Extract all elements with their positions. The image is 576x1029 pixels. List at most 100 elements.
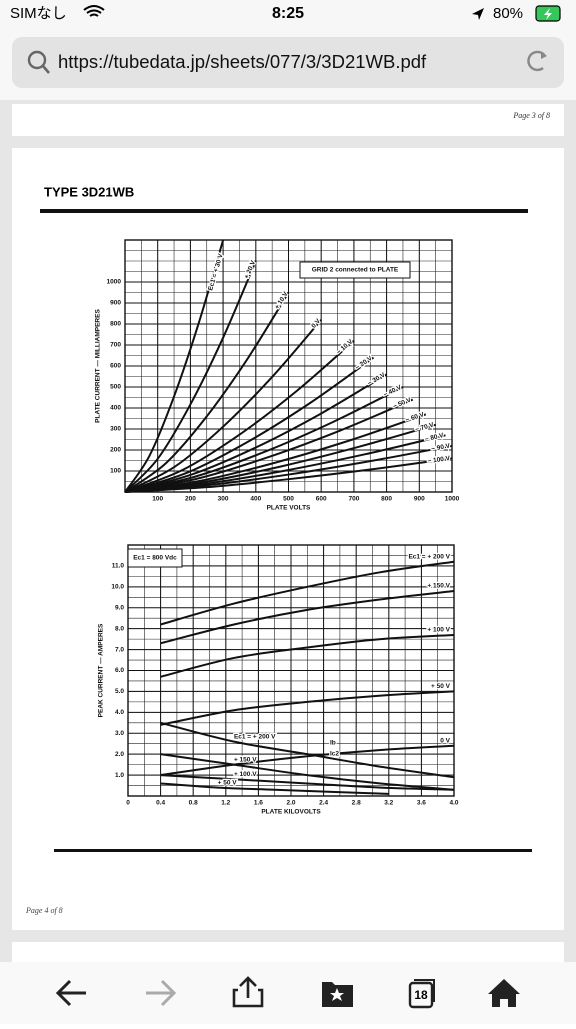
title-rule xyxy=(40,209,528,213)
location-icon xyxy=(472,8,484,20)
y-tick-label: 1000 xyxy=(107,279,122,286)
curve xyxy=(124,260,257,493)
curve xyxy=(160,744,455,777)
page-footer: Page 4 of 8 xyxy=(25,906,63,915)
x-tick-label: 700 xyxy=(348,496,359,503)
x-axis-label: PLATE KILOVOLTS xyxy=(261,809,321,816)
curve xyxy=(160,774,455,791)
y-tick-label: 500 xyxy=(110,384,121,391)
curve xyxy=(124,291,290,493)
y-tick-label: 11.0 xyxy=(112,563,125,570)
y-tick-label: 100 xyxy=(110,468,121,475)
charging-icon xyxy=(544,8,552,20)
toolbar xyxy=(0,962,576,1024)
annotation: GRID 2 connected to PLATE xyxy=(312,267,399,274)
bottom-rule xyxy=(54,849,532,852)
curve xyxy=(160,560,455,626)
x-tick-label: 300 xyxy=(218,496,229,503)
curve-label: Ec1 = + 200 V xyxy=(234,733,276,740)
x-tick-label: 4.0 xyxy=(449,800,458,807)
battery-level: 80% xyxy=(493,5,523,22)
reload-arrow xyxy=(541,52,547,59)
curve xyxy=(160,633,455,678)
tabs-button[interactable] xyxy=(408,981,434,1009)
y-tick-label: 6.0 xyxy=(115,667,124,674)
x-tick-label: 500 xyxy=(283,496,294,503)
carrier: SIMなし xyxy=(10,5,67,22)
back-button[interactable] xyxy=(55,979,86,1007)
curve xyxy=(124,340,355,493)
y-tick-label: 4.0 xyxy=(115,709,124,716)
x-axis-label: PLATE VOLTS xyxy=(267,505,311,512)
x-tick-label: 3.2 xyxy=(384,800,393,807)
curve xyxy=(124,444,453,493)
clock: 8:25 xyxy=(272,5,304,22)
x-tick-label: 200 xyxy=(185,496,196,503)
tab-count: 18 xyxy=(414,988,428,1002)
curve xyxy=(124,356,375,493)
curve xyxy=(124,423,436,493)
y-tick-label: 10.0 xyxy=(111,584,124,591)
search-icon-handle xyxy=(42,65,50,74)
x-tick-label: 600 xyxy=(316,496,327,503)
y-tick-label: 400 xyxy=(110,405,121,412)
forward-button[interactable] xyxy=(146,979,177,1007)
wifi-icon xyxy=(83,5,105,17)
curve-group-label: Ib xyxy=(330,740,336,747)
y-tick-label: 8.0 xyxy=(115,625,124,632)
curve xyxy=(124,373,388,493)
curve xyxy=(124,386,404,493)
curve xyxy=(124,413,427,493)
x-tick-label: 900 xyxy=(414,496,425,503)
curve-label: + 150 V xyxy=(427,583,450,590)
curve xyxy=(160,753,455,791)
y-tick-label: 7.0 xyxy=(115,646,124,653)
curve-label: + 150 V xyxy=(234,756,257,763)
curve-label: + 50 V xyxy=(218,779,238,786)
page-title: TYPE 3D21WB xyxy=(44,184,134,199)
x-tick-label: 100 xyxy=(152,496,163,503)
page-3 xyxy=(12,104,564,136)
tabs-stack xyxy=(414,979,435,1002)
y-tick-label: 600 xyxy=(110,363,121,370)
x-tick-label: 2.4 xyxy=(319,800,328,807)
curve-label: + 100 V xyxy=(427,627,450,634)
curve-label: + 100 V xyxy=(234,771,257,778)
curve xyxy=(160,690,455,726)
curve xyxy=(124,319,322,493)
curve xyxy=(160,721,455,779)
curve xyxy=(124,457,453,493)
curve xyxy=(160,590,455,645)
page-footer: Page 3 of 8 xyxy=(512,111,550,120)
y-tick-label: 300 xyxy=(110,426,121,433)
curve-label: 0 V xyxy=(440,738,450,745)
y-axis-label: PLATE CURRENT — MILLIAMPERES xyxy=(95,309,102,423)
y-tick-label: 5.0 xyxy=(115,688,124,695)
y-tick-label: 9.0 xyxy=(115,604,124,611)
x-tick-label: 800 xyxy=(381,496,392,503)
home-button[interactable] xyxy=(488,979,520,1007)
url-text[interactable]: https://tubedata.jp/sheets/077/3/3D21WB.… xyxy=(58,51,427,72)
x-tick-label: 400 xyxy=(250,496,261,503)
reload-icon[interactable] xyxy=(527,50,547,72)
search-icon xyxy=(27,50,47,70)
share-button[interactable] xyxy=(232,976,264,1008)
x-tick-label: 0.8 xyxy=(189,800,198,807)
x-tick-label: 1000 xyxy=(445,496,460,503)
x-tick-label: 2.8 xyxy=(352,800,361,807)
annotation-box xyxy=(299,261,411,279)
x-tick-label: 0.4 xyxy=(156,800,165,807)
y-tick-label: 800 xyxy=(110,321,121,328)
curve xyxy=(124,434,446,493)
annotation-box xyxy=(127,548,183,568)
y-tick-label: 2.0 xyxy=(115,751,124,758)
y-tick-label: 200 xyxy=(110,447,121,454)
annotation: Ec1 = 800 Vdc xyxy=(133,555,177,562)
y-tick-label: 900 xyxy=(110,300,121,307)
url-bar[interactable] xyxy=(12,37,564,88)
curve-label: Ec1 = + 200 V xyxy=(408,553,450,560)
x-tick-label: 1.2 xyxy=(221,800,230,807)
y-axis-label: PEAK CURRENT — AMPERES xyxy=(98,623,105,717)
curve xyxy=(124,398,414,493)
